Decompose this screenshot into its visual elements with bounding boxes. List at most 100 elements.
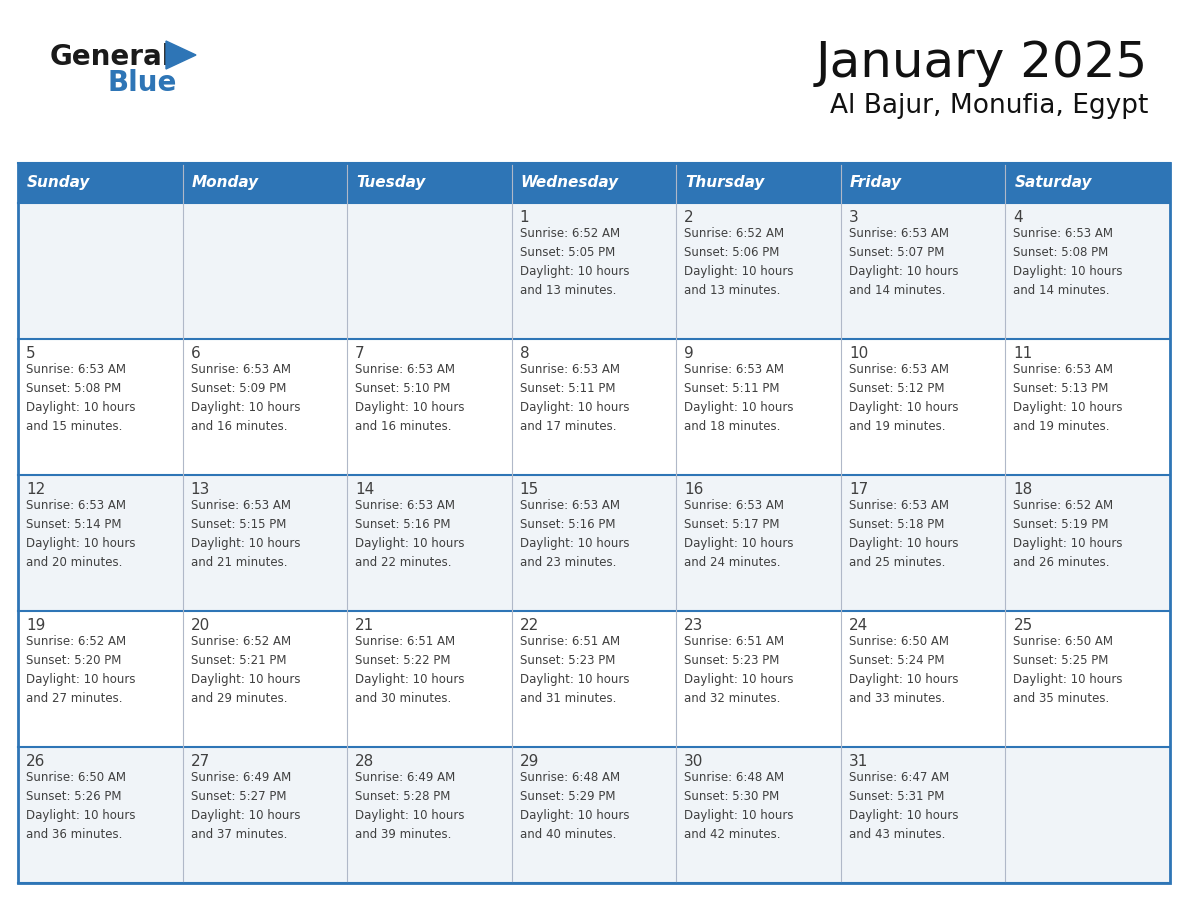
Text: 10: 10 (849, 346, 868, 361)
Bar (18, 611, 183, 747)
Bar (1005, 203, 1170, 339)
Text: Sunrise: 6:53 AM
Sunset: 5:07 PM
Daylight: 10 hours
and 14 minutes.: Sunrise: 6:53 AM Sunset: 5:07 PM Dayligh… (849, 227, 959, 297)
Text: Sunrise: 6:53 AM
Sunset: 5:14 PM
Daylight: 10 hours
and 20 minutes.: Sunrise: 6:53 AM Sunset: 5:14 PM Dayligh… (26, 499, 135, 569)
Text: 26: 26 (26, 754, 45, 769)
Text: 19: 19 (26, 618, 45, 633)
Polygon shape (166, 41, 196, 69)
Text: 8: 8 (519, 346, 530, 361)
Text: Sunrise: 6:53 AM
Sunset: 5:17 PM
Daylight: 10 hours
and 24 minutes.: Sunrise: 6:53 AM Sunset: 5:17 PM Dayligh… (684, 499, 794, 569)
Text: 20: 20 (190, 618, 210, 633)
Text: Sunrise: 6:51 AM
Sunset: 5:22 PM
Daylight: 10 hours
and 30 minutes.: Sunrise: 6:51 AM Sunset: 5:22 PM Dayligh… (355, 635, 465, 705)
Bar (676, 611, 841, 747)
Text: Sunrise: 6:50 AM
Sunset: 5:24 PM
Daylight: 10 hours
and 33 minutes.: Sunrise: 6:50 AM Sunset: 5:24 PM Dayligh… (849, 635, 959, 705)
Bar (183, 339, 347, 475)
Bar (841, 163, 1005, 203)
Text: 17: 17 (849, 482, 868, 497)
Bar (183, 163, 347, 203)
Text: 14: 14 (355, 482, 374, 497)
Bar (841, 203, 1005, 339)
Text: January 2025: January 2025 (816, 39, 1148, 87)
Text: Sunrise: 6:53 AM
Sunset: 5:12 PM
Daylight: 10 hours
and 19 minutes.: Sunrise: 6:53 AM Sunset: 5:12 PM Dayligh… (849, 363, 959, 433)
Text: 2: 2 (684, 210, 694, 225)
Bar (676, 339, 841, 475)
Text: Saturday: Saturday (1015, 175, 1092, 191)
Text: 1: 1 (519, 210, 530, 225)
Text: Sunrise: 6:51 AM
Sunset: 5:23 PM
Daylight: 10 hours
and 31 minutes.: Sunrise: 6:51 AM Sunset: 5:23 PM Dayligh… (519, 635, 630, 705)
Text: 15: 15 (519, 482, 539, 497)
Bar (512, 203, 676, 339)
Text: 3: 3 (849, 210, 859, 225)
Bar (183, 747, 347, 883)
Text: Sunrise: 6:52 AM
Sunset: 5:19 PM
Daylight: 10 hours
and 26 minutes.: Sunrise: 6:52 AM Sunset: 5:19 PM Dayligh… (1013, 499, 1123, 569)
Text: Wednesday: Wednesday (520, 175, 619, 191)
Bar (1005, 475, 1170, 611)
Bar (676, 747, 841, 883)
Bar (18, 163, 1170, 883)
Bar (1005, 611, 1170, 747)
Text: 22: 22 (519, 618, 539, 633)
Text: Friday: Friday (849, 175, 902, 191)
Text: 23: 23 (684, 618, 703, 633)
Text: 5: 5 (26, 346, 36, 361)
Text: 9: 9 (684, 346, 694, 361)
Bar (18, 747, 183, 883)
Bar (18, 339, 183, 475)
Bar (347, 203, 512, 339)
Text: Sunrise: 6:47 AM
Sunset: 5:31 PM
Daylight: 10 hours
and 43 minutes.: Sunrise: 6:47 AM Sunset: 5:31 PM Dayligh… (849, 771, 959, 841)
Text: Sunrise: 6:52 AM
Sunset: 5:06 PM
Daylight: 10 hours
and 13 minutes.: Sunrise: 6:52 AM Sunset: 5:06 PM Dayligh… (684, 227, 794, 297)
Bar (347, 747, 512, 883)
Bar (1005, 747, 1170, 883)
Text: Sunrise: 6:53 AM
Sunset: 5:09 PM
Daylight: 10 hours
and 16 minutes.: Sunrise: 6:53 AM Sunset: 5:09 PM Dayligh… (190, 363, 301, 433)
Bar (347, 339, 512, 475)
Text: Sunrise: 6:49 AM
Sunset: 5:27 PM
Daylight: 10 hours
and 37 minutes.: Sunrise: 6:49 AM Sunset: 5:27 PM Dayligh… (190, 771, 301, 841)
Text: 24: 24 (849, 618, 868, 633)
Text: Al Bajur, Monufia, Egypt: Al Bajur, Monufia, Egypt (829, 93, 1148, 119)
Text: Thursday: Thursday (685, 175, 765, 191)
Text: Sunrise: 6:51 AM
Sunset: 5:23 PM
Daylight: 10 hours
and 32 minutes.: Sunrise: 6:51 AM Sunset: 5:23 PM Dayligh… (684, 635, 794, 705)
Bar (676, 163, 841, 203)
Bar (18, 203, 183, 339)
Bar (183, 475, 347, 611)
Text: Monday: Monday (191, 175, 259, 191)
Text: 12: 12 (26, 482, 45, 497)
Text: 31: 31 (849, 754, 868, 769)
Bar (512, 339, 676, 475)
Text: Sunrise: 6:53 AM
Sunset: 5:16 PM
Daylight: 10 hours
and 23 minutes.: Sunrise: 6:53 AM Sunset: 5:16 PM Dayligh… (519, 499, 630, 569)
Bar (1005, 163, 1170, 203)
Text: Tuesday: Tuesday (356, 175, 425, 191)
Text: 13: 13 (190, 482, 210, 497)
Text: 30: 30 (684, 754, 703, 769)
Text: Sunrise: 6:53 AM
Sunset: 5:08 PM
Daylight: 10 hours
and 14 minutes.: Sunrise: 6:53 AM Sunset: 5:08 PM Dayligh… (1013, 227, 1123, 297)
Bar (347, 475, 512, 611)
Bar (512, 163, 676, 203)
Text: Sunrise: 6:53 AM
Sunset: 5:11 PM
Daylight: 10 hours
and 18 minutes.: Sunrise: 6:53 AM Sunset: 5:11 PM Dayligh… (684, 363, 794, 433)
Bar (676, 203, 841, 339)
Text: Sunrise: 6:50 AM
Sunset: 5:26 PM
Daylight: 10 hours
and 36 minutes.: Sunrise: 6:50 AM Sunset: 5:26 PM Dayligh… (26, 771, 135, 841)
Text: Sunrise: 6:53 AM
Sunset: 5:08 PM
Daylight: 10 hours
and 15 minutes.: Sunrise: 6:53 AM Sunset: 5:08 PM Dayligh… (26, 363, 135, 433)
Text: Sunrise: 6:52 AM
Sunset: 5:05 PM
Daylight: 10 hours
and 13 minutes.: Sunrise: 6:52 AM Sunset: 5:05 PM Dayligh… (519, 227, 630, 297)
Text: Sunrise: 6:53 AM
Sunset: 5:16 PM
Daylight: 10 hours
and 22 minutes.: Sunrise: 6:53 AM Sunset: 5:16 PM Dayligh… (355, 499, 465, 569)
Bar (841, 611, 1005, 747)
Text: Sunrise: 6:53 AM
Sunset: 5:10 PM
Daylight: 10 hours
and 16 minutes.: Sunrise: 6:53 AM Sunset: 5:10 PM Dayligh… (355, 363, 465, 433)
Text: 11: 11 (1013, 346, 1032, 361)
Text: Sunrise: 6:52 AM
Sunset: 5:21 PM
Daylight: 10 hours
and 29 minutes.: Sunrise: 6:52 AM Sunset: 5:21 PM Dayligh… (190, 635, 301, 705)
Bar (18, 475, 183, 611)
Text: 4: 4 (1013, 210, 1023, 225)
Bar (347, 163, 512, 203)
Text: 29: 29 (519, 754, 539, 769)
Bar (676, 475, 841, 611)
Bar (18, 163, 183, 203)
Text: Sunrise: 6:53 AM
Sunset: 5:11 PM
Daylight: 10 hours
and 17 minutes.: Sunrise: 6:53 AM Sunset: 5:11 PM Dayligh… (519, 363, 630, 433)
Text: Sunrise: 6:48 AM
Sunset: 5:30 PM
Daylight: 10 hours
and 42 minutes.: Sunrise: 6:48 AM Sunset: 5:30 PM Dayligh… (684, 771, 794, 841)
Text: 18: 18 (1013, 482, 1032, 497)
Bar (347, 611, 512, 747)
Text: Sunrise: 6:53 AM
Sunset: 5:13 PM
Daylight: 10 hours
and 19 minutes.: Sunrise: 6:53 AM Sunset: 5:13 PM Dayligh… (1013, 363, 1123, 433)
Bar (841, 339, 1005, 475)
Text: Sunrise: 6:53 AM
Sunset: 5:15 PM
Daylight: 10 hours
and 21 minutes.: Sunrise: 6:53 AM Sunset: 5:15 PM Dayligh… (190, 499, 301, 569)
Text: 27: 27 (190, 754, 210, 769)
Text: General: General (50, 43, 172, 71)
Bar (183, 203, 347, 339)
Text: Blue: Blue (108, 69, 177, 97)
Bar (841, 475, 1005, 611)
Text: 7: 7 (355, 346, 365, 361)
